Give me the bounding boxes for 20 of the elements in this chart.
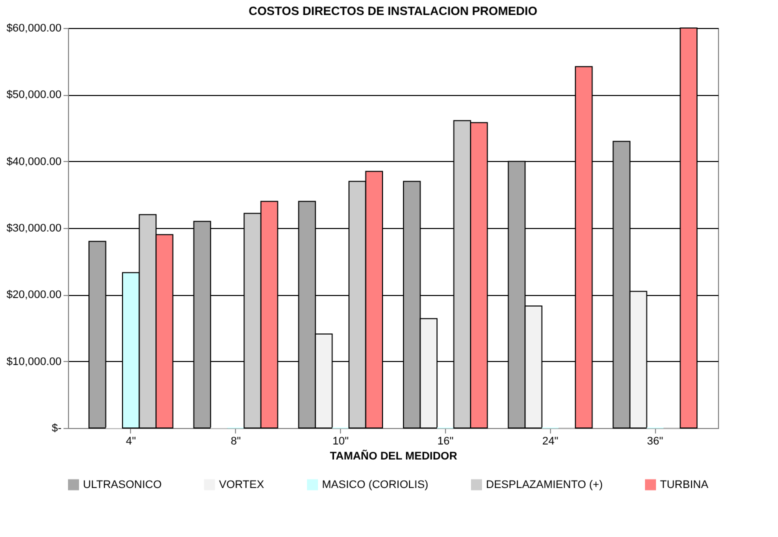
legend-label: MASICO (CORIOLIS)	[322, 478, 428, 491]
x-tick-label: 4"	[126, 436, 136, 448]
y-tick-label: $30,000.00	[6, 222, 62, 234]
x-tick-label: 16"	[437, 436, 454, 448]
x-tick-label: 8"	[230, 436, 241, 448]
legend-label: DESPLAZAMIENTO (+)	[486, 478, 603, 491]
chart-title: COSTOS DIRECTOS DE INSTALACION PROMEDIO	[248, 4, 538, 18]
legend-label: TURBINA	[660, 478, 709, 491]
y-tick-label: $50,000.00	[6, 89, 62, 102]
y-tick-label: $40,000.00	[6, 156, 62, 168]
y-tick-label: $60,000.00	[6, 22, 62, 34]
x-tick-label: 10"	[332, 436, 349, 448]
legend-label: VORTEX	[219, 478, 265, 491]
x-tick-label: 24"	[542, 436, 558, 448]
y-tick-label: $-	[52, 422, 62, 434]
y-tick-label: $10,000.00	[6, 356, 62, 368]
y-tick-label: $20,000.00	[6, 289, 62, 302]
x-tick-label: 36"	[647, 436, 664, 448]
legend-label: ULTRASONICO	[83, 478, 162, 491]
x-axis-title: TAMAÑO DEL MEDIDOR	[330, 450, 458, 462]
